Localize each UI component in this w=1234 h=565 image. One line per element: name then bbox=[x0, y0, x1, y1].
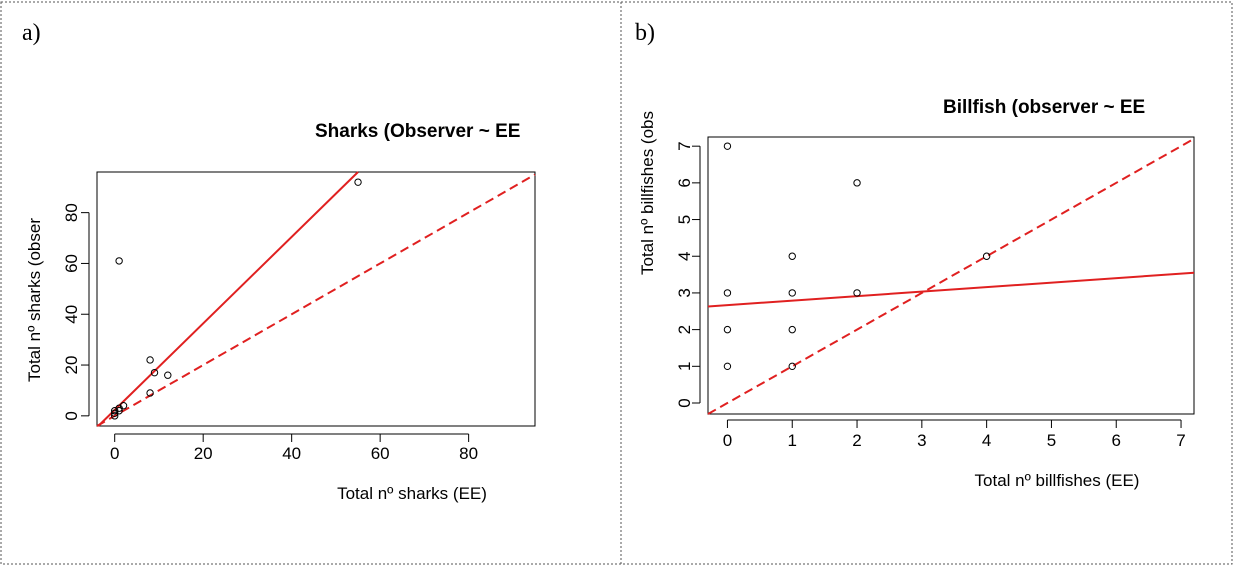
x-tick-label: 1 bbox=[788, 431, 797, 450]
panel-a-y-axis: 0 20 40 60 80 bbox=[62, 203, 90, 421]
data-point bbox=[723, 325, 732, 334]
panel-a-points bbox=[110, 178, 362, 420]
y-tick-label: 80 bbox=[62, 203, 81, 222]
data-point bbox=[723, 142, 732, 150]
y-tick-label: 40 bbox=[62, 305, 81, 324]
fit-line bbox=[97, 171, 359, 427]
data-point bbox=[788, 362, 796, 371]
data-point bbox=[146, 389, 154, 397]
panel-a-title: Sharks (Observer ~ EE bbox=[315, 121, 520, 142]
panel-a-plot-box bbox=[96, 171, 536, 427]
data-point bbox=[853, 179, 861, 187]
x-tick-label: 60 bbox=[371, 444, 390, 463]
x-tick-label: 0 bbox=[723, 431, 732, 450]
panel-b-y-axis: 0 1 2 3 4 5 6 7 bbox=[675, 141, 701, 408]
y-tick-label: 6 bbox=[675, 178, 694, 187]
x-tick-label: 5 bbox=[1047, 431, 1056, 450]
panel-a-letter: a) bbox=[22, 20, 41, 46]
data-point bbox=[788, 325, 796, 334]
y-tick-label: 4 bbox=[675, 252, 694, 261]
x-tick-label: 4 bbox=[982, 431, 991, 450]
data-point bbox=[354, 178, 362, 186]
panel-a: a) Sharks (Observer ~ EE Total nº sharks… bbox=[22, 20, 536, 503]
panel-b-x-axis: 0 1 2 3 4 5 6 7 bbox=[723, 419, 1186, 450]
panel-b-letter: b) bbox=[635, 20, 655, 46]
y-tick-label: 0 bbox=[675, 398, 694, 407]
y-tick-label: 3 bbox=[675, 288, 694, 297]
x-tick-label: 0 bbox=[110, 444, 119, 463]
y-tick-label: 5 bbox=[675, 215, 694, 224]
x-tick-label: 3 bbox=[917, 431, 926, 450]
y-tick-label: 60 bbox=[62, 254, 81, 273]
data-point bbox=[150, 368, 159, 377]
data-point bbox=[982, 252, 991, 260]
panel-b-title: Billfish (observer ~ EE bbox=[943, 97, 1145, 118]
y-tick-label: 1 bbox=[675, 362, 694, 371]
data-point bbox=[110, 407, 119, 415]
reference-line-1to1 bbox=[707, 137, 1195, 415]
x-tick-label: 6 bbox=[1112, 431, 1121, 450]
x-tick-label: 40 bbox=[282, 444, 301, 463]
y-tick-label: 7 bbox=[675, 141, 694, 150]
panel-b-lines bbox=[707, 137, 1195, 415]
panel-b-ylabel: Total nº billfishes (obs bbox=[638, 111, 657, 275]
x-tick-label: 7 bbox=[1176, 431, 1185, 450]
x-tick-label: 80 bbox=[459, 444, 478, 463]
panel-a-ylabel: Total nº sharks (obser bbox=[25, 218, 44, 382]
data-point bbox=[110, 412, 119, 420]
data-point bbox=[788, 252, 796, 260]
y-tick-label: 0 bbox=[62, 411, 81, 420]
reference-line-1to1 bbox=[96, 173, 536, 427]
x-tick-label: 2 bbox=[852, 431, 861, 450]
data-point bbox=[853, 289, 861, 297]
data-point bbox=[723, 362, 732, 371]
panel-a-lines bbox=[96, 171, 536, 427]
data-point bbox=[164, 371, 172, 379]
data-point bbox=[788, 289, 796, 297]
y-tick-label: 20 bbox=[62, 356, 81, 375]
panel-b: b) Billfish (observer ~ EE Total nº bill… bbox=[635, 20, 1195, 490]
panel-b-xlabel: Total nº billfishes (EE) bbox=[975, 471, 1140, 490]
panel-b-points bbox=[723, 142, 991, 371]
panel-a-xlabel: Total nº sharks (EE) bbox=[337, 484, 487, 503]
data-point bbox=[115, 407, 123, 415]
data-point bbox=[723, 289, 732, 297]
x-tick-label: 20 bbox=[194, 444, 213, 463]
data-point bbox=[146, 356, 154, 364]
panel-a-x-axis: 0 20 40 60 80 bbox=[110, 433, 478, 463]
panel-b-plot-box bbox=[707, 136, 1195, 415]
data-point bbox=[115, 257, 123, 265]
y-tick-label: 2 bbox=[675, 325, 694, 334]
fit-line bbox=[707, 271, 1195, 308]
